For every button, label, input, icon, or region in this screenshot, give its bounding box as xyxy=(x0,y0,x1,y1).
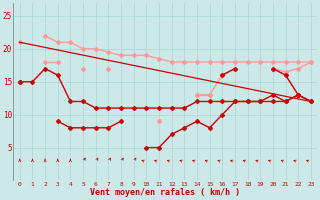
X-axis label: Vent moyen/en rafales ( km/h ): Vent moyen/en rafales ( km/h ) xyxy=(90,188,240,197)
